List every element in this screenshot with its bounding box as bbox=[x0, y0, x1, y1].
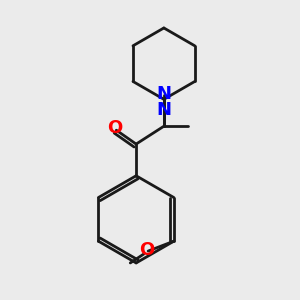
Text: O: O bbox=[107, 119, 122, 137]
Text: N: N bbox=[156, 85, 171, 103]
Text: N: N bbox=[156, 101, 171, 119]
Text: O: O bbox=[140, 241, 155, 259]
